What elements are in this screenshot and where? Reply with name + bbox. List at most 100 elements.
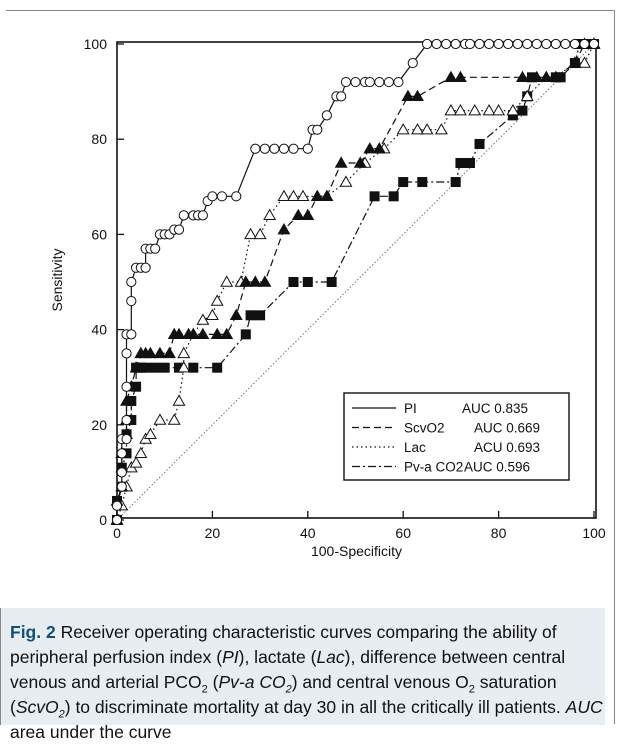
- legend-label-scvo2: ScvO2: [404, 421, 445, 436]
- data-point-scvo2: [129, 361, 143, 373]
- legend-auc-pi: AUC 0.835: [462, 401, 528, 416]
- data-point-pi: [116, 467, 127, 478]
- data-point-pv-a-co2: [517, 105, 528, 116]
- data-point-pv-a-co2: [398, 177, 409, 188]
- data-point-pi: [111, 500, 123, 511]
- x-tick-label: 40: [300, 525, 316, 541]
- data-point-pi: [178, 210, 189, 221]
- data-point-pv-a-co2: [388, 191, 399, 202]
- data-point-pv-a-co2: [288, 276, 299, 287]
- data-point-pi: [250, 143, 261, 154]
- data-point-pi: [450, 38, 461, 50]
- caption-box: [0, 608, 605, 725]
- data-point-pi: [126, 329, 137, 340]
- data-point-pi: [121, 414, 132, 426]
- data-point-pi: [302, 143, 313, 154]
- data-point-lac: [129, 456, 143, 468]
- data-point-pi: [231, 191, 242, 202]
- y-tick-label: 20: [91, 417, 107, 433]
- data-point-pi: [383, 76, 394, 88]
- y-tick-label: 60: [91, 226, 107, 242]
- data-point-pi: [550, 38, 561, 50]
- data-point-pi: [126, 276, 137, 288]
- data-point-pi: [121, 433, 132, 445]
- data-point-scvo2: [353, 156, 367, 168]
- data-point-scvo2: [196, 327, 210, 340]
- data-point-pi: [364, 76, 375, 88]
- legend-auc-scvo2: AUC 0.669: [474, 421, 540, 436]
- data-point-pv-a-co2: [464, 157, 475, 168]
- data-point-lac: [492, 104, 506, 116]
- data-point-pi: [207, 191, 218, 202]
- data-point-pi: [483, 38, 495, 50]
- data-point-lac: [287, 189, 300, 202]
- data-point-lac: [177, 346, 191, 359]
- data-point-pv-a-co2: [212, 362, 223, 373]
- data-point-scvo2: [334, 156, 348, 168]
- data-point-pi: [288, 143, 299, 154]
- data-point-scvo2: [453, 70, 467, 83]
- data-point-scvo2: [444, 70, 458, 83]
- data-point-scvo2: [539, 70, 553, 83]
- figure-frame: [6, 10, 615, 724]
- data-point-scvo2: [277, 223, 291, 235]
- data-point-pi: [350, 76, 361, 88]
- data-point-scvo2: [291, 208, 305, 221]
- data-point-pi: [140, 262, 151, 273]
- data-point-pi: [579, 38, 590, 50]
- data-point-scvo2: [372, 142, 386, 154]
- data-point-lac: [277, 189, 291, 202]
- y-tick-label: 80: [91, 131, 107, 147]
- reference-diagonal: [116, 43, 595, 521]
- data-point-scvo2: [568, 56, 582, 68]
- data-point-pv-a-co2: [240, 329, 251, 340]
- data-point-scvo2: [220, 327, 234, 340]
- y-tick-label: 0: [99, 512, 107, 528]
- data-point-pv-a-co2: [150, 362, 161, 373]
- data-point-pi: [278, 143, 290, 154]
- y-axis-label: Sensitivity: [49, 248, 65, 311]
- data-point-pv-a-co2: [245, 310, 256, 321]
- data-point-lac: [453, 104, 467, 116]
- data-point-lac: [263, 208, 277, 221]
- data-point-pv-a-co2: [302, 276, 313, 287]
- data-point-pv-a-co2: [455, 157, 466, 168]
- data-point-lac: [468, 104, 482, 116]
- data-point-lac: [577, 56, 591, 68]
- data-point-pi: [269, 143, 280, 154]
- data-point-pi: [374, 76, 385, 88]
- data-point-pi: [407, 57, 418, 69]
- data-point-pi: [493, 38, 504, 50]
- data-point-pi: [312, 124, 323, 135]
- data-point-pi: [569, 38, 581, 50]
- plot-area: [116, 41, 597, 519]
- data-point-pi: [340, 76, 352, 88]
- data-point-pi: [216, 191, 228, 202]
- data-point-scvo2: [210, 327, 224, 340]
- data-point-lac: [134, 446, 148, 459]
- data-point-scvo2: [120, 394, 134, 406]
- data-point-pi: [116, 481, 127, 492]
- data-point-scvo2: [143, 346, 157, 359]
- data-point-scvo2: [258, 275, 272, 287]
- legend-label-pv-a-co2: Pv-a CO2: [404, 460, 463, 475]
- data-point-pi: [503, 38, 514, 50]
- data-point-pi: [393, 76, 404, 88]
- data-point-scvo2: [363, 142, 377, 154]
- data-point-scvo2: [320, 189, 334, 202]
- data-point-pi: [150, 243, 161, 254]
- x-tick-label: 60: [395, 525, 411, 541]
- data-point-pv-a-co2: [140, 362, 151, 373]
- data-point-lac: [420, 123, 434, 135]
- data-point-pi: [474, 38, 485, 50]
- data-point-lac: [220, 275, 234, 287]
- legend-auc-lac: ACU 0.693: [474, 440, 540, 455]
- data-point-lac: [244, 227, 258, 240]
- data-point-lac: [205, 308, 219, 321]
- data-point-pv-a-co2: [326, 276, 337, 287]
- data-point-scvo2: [310, 189, 324, 202]
- data-point-scvo2: [163, 346, 176, 359]
- data-point-pi: [116, 448, 127, 459]
- series-line-scvo2: [116, 43, 594, 520]
- data-point-pi: [464, 38, 476, 50]
